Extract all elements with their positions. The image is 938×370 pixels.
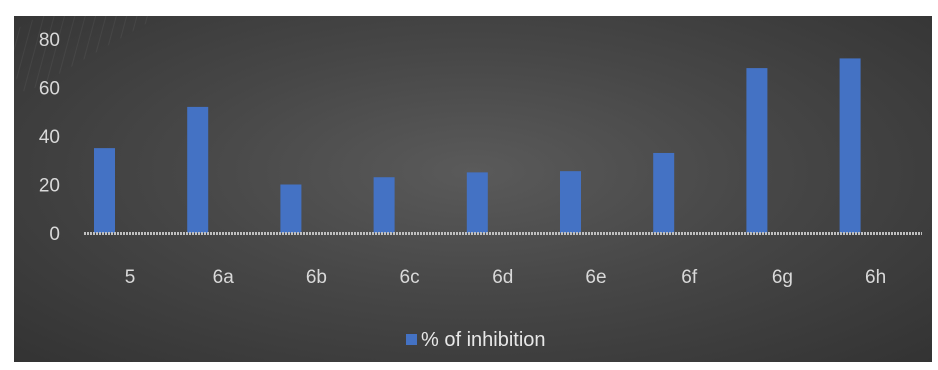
bar xyxy=(280,184,302,233)
bar xyxy=(187,106,209,233)
y-tick-label: 0 xyxy=(49,224,60,245)
bar xyxy=(653,152,675,233)
x-tick-label: 6g xyxy=(772,267,793,288)
x-axis-ticks: 5 6a 6b 6c 6d 6e 6f 6g 6h xyxy=(125,267,886,288)
y-tick-label: 40 xyxy=(39,127,60,148)
x-tick-label: 6f xyxy=(681,267,698,288)
y-tick-label: 20 xyxy=(39,176,60,197)
bar xyxy=(466,172,488,233)
legend: % of inhibition xyxy=(406,329,546,351)
x-tick-label: 6b xyxy=(306,267,327,288)
bar xyxy=(373,177,395,233)
legend-swatch xyxy=(406,334,417,345)
y-tick-label: 60 xyxy=(39,79,60,100)
bar xyxy=(94,148,115,233)
bars xyxy=(94,58,861,234)
y-axis-ticks: 0 20 40 60 80 xyxy=(39,30,60,245)
x-tick-label: 6c xyxy=(400,267,420,288)
x-tick-label: 5 xyxy=(125,267,136,288)
x-tick-label: 6d xyxy=(492,267,513,288)
legend-label: % of inhibition xyxy=(421,329,546,351)
y-tick-label: 80 xyxy=(39,30,60,51)
bar xyxy=(746,68,768,233)
bar xyxy=(839,58,861,234)
x-tick-label: 6a xyxy=(213,267,235,288)
x-tick-label: 6h xyxy=(865,267,886,288)
bar xyxy=(560,171,581,233)
x-tick-label: 6e xyxy=(585,267,606,288)
